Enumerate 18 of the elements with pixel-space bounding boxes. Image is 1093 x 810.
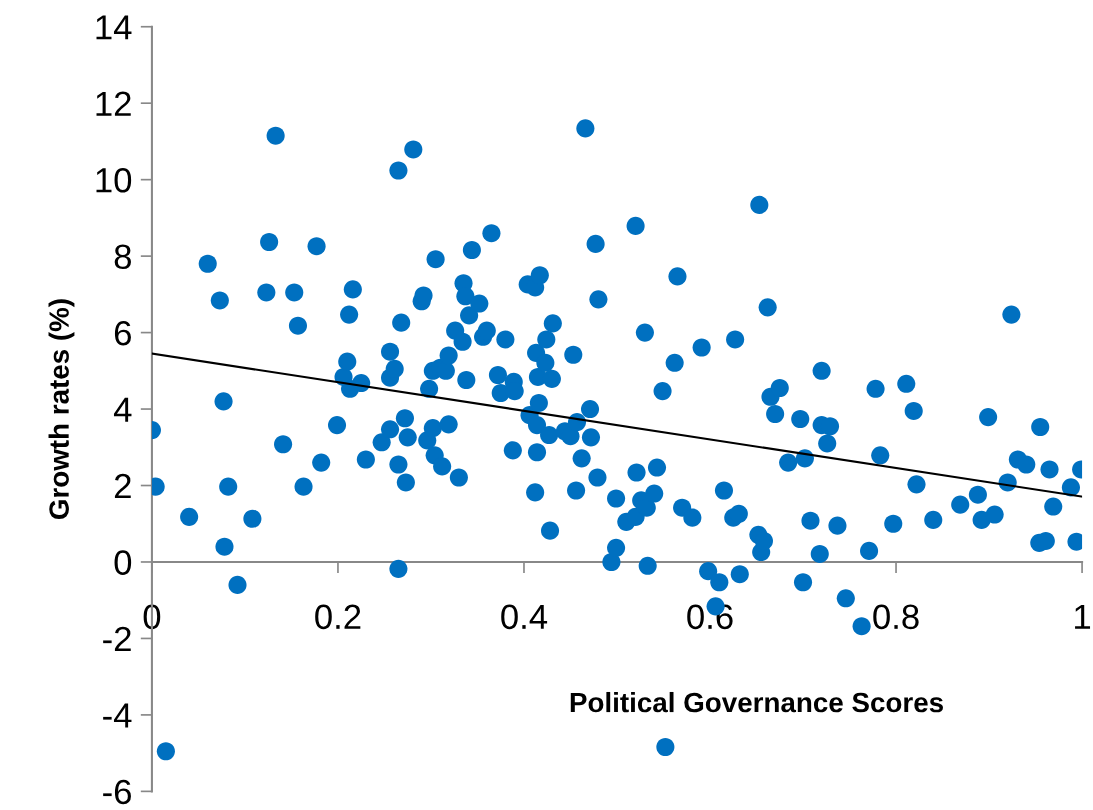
- y-tick-label: 6: [114, 320, 131, 346]
- y-tick-label: 4: [113, 397, 132, 422]
- y-axis-title: Growth rates (%): [48, 299, 75, 520]
- x-tick-label: 0.4: [501, 604, 548, 630]
- x-tick-label: 1: [1075, 604, 1091, 629]
- y-tick-label: -2: [103, 626, 131, 652]
- y-tick-label: -6: [103, 779, 131, 805]
- y-tick-label: 10: [96, 167, 132, 193]
- x-axis-title: Political Governance Scores: [570, 691, 943, 713]
- y-tick-label: 8: [114, 244, 131, 270]
- x-tick-label: 0.2: [315, 604, 361, 630]
- y-tick-label: 12: [96, 91, 131, 116]
- x-tick-label: 0: [143, 604, 161, 630]
- y-tick-label: 2: [114, 473, 131, 499]
- y-tick-label: -4: [103, 703, 132, 728]
- y-tick-label: 0: [114, 550, 132, 575]
- y-tick-label: 14: [96, 15, 132, 40]
- x-tick-label: 0.8: [873, 604, 919, 630]
